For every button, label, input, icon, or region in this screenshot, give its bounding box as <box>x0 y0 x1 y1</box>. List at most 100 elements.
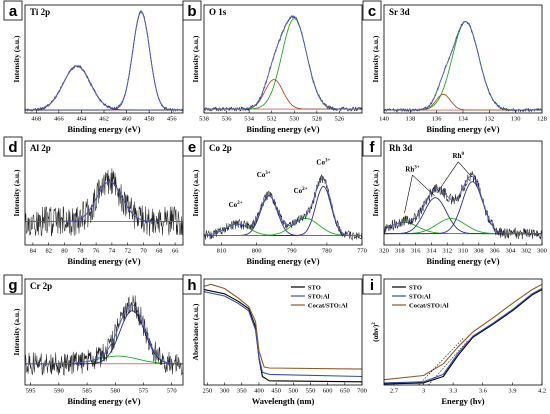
panel-letter-a: a <box>9 3 18 20</box>
panel-letter-box-c <box>362 0 382 21</box>
component-peak-f-1 <box>384 197 542 235</box>
fit-envelope-g <box>25 304 183 365</box>
panel-h: STO STO:Al Cocat/STO:Al 250 300 350 400 450 500 5… <box>182 274 367 406</box>
panel-d: 84 82 80 78 76 74 72 70 68 66 d Al 2p Binding energy… <box>3 136 184 266</box>
panel-letter-box-f <box>362 136 382 157</box>
x-tick-label: 590 <box>54 388 64 395</box>
raw-spectrum-f <box>384 170 542 240</box>
x-tick-label: 320 <box>379 248 389 255</box>
x-tick-label: 304 <box>506 248 517 255</box>
panel-title-a: Ti 2p <box>30 7 50 17</box>
x-axis-label-d: Binding energy (eV) <box>67 256 140 266</box>
x-tick-label: 575 <box>139 388 149 395</box>
panel-letter-box-h <box>182 274 202 295</box>
x-tick-label: 528 <box>312 116 322 123</box>
y-axis-label-c: Intensity (a.u.) <box>371 35 380 82</box>
panel-title-g: Cr 2p <box>30 281 52 291</box>
x-tick-label: 466 <box>54 116 65 123</box>
y-axis-label-f: Intensity (a.u.) <box>371 169 380 216</box>
panel-letter-c: c <box>368 3 376 20</box>
peak-annotation-f-0: Rh3+ <box>405 165 419 173</box>
x-tick-label: 3.6 <box>479 388 488 395</box>
x-tick-label: 350 <box>237 388 247 395</box>
series-line-h-1 <box>204 291 362 378</box>
x-tick-label: 532 <box>267 116 277 123</box>
panel-title-b: O 1s <box>209 7 227 17</box>
y-axis-label-a: Intensity (a.u.) <box>12 35 21 82</box>
x-tick-label: 810 <box>217 248 227 255</box>
x-tick-label: 312 <box>442 248 452 255</box>
fit-envelope-b <box>204 15 362 110</box>
plot-area-e <box>204 174 362 241</box>
panel-b: 538 536 534 532 530 528 526 b O 1s Binding energy… <box>182 0 363 134</box>
legend-label-h-1: STO:Al <box>308 293 330 300</box>
x-tick-label: 4.2 <box>538 388 546 395</box>
tangent-line-1 <box>428 340 469 385</box>
annotation-pointer <box>404 174 413 213</box>
x-tick-label: 458 <box>144 116 154 123</box>
axes-frame-d <box>24 140 184 246</box>
x-tick-label: 600 <box>323 388 333 395</box>
y-axis-label-b: Intensity (a.u.) <box>191 35 200 82</box>
x-tick-label: 128 <box>537 116 547 123</box>
x-tick-label: 300 <box>220 388 230 395</box>
x-tick-label: 462 <box>99 116 109 123</box>
series-line-i-2 <box>384 283 542 381</box>
x-tick-label: 76 <box>93 248 100 255</box>
component-peak-c-0 <box>384 93 542 111</box>
x-tick-label: 585 <box>82 388 92 395</box>
x-tick-label: 780 <box>322 248 332 255</box>
x-tick-label: 530 <box>289 116 299 123</box>
series-line-i-0 <box>384 289 542 385</box>
x-axis-label-c: Binding energy (eV) <box>426 124 499 134</box>
raw-spectrum-c <box>384 20 542 113</box>
x-tick-label: 550 <box>306 388 316 395</box>
x-tick-label: 66 <box>172 248 179 255</box>
x-tick-label: 460 <box>122 116 132 123</box>
x-tick-label: 534 <box>244 116 255 123</box>
plot-area-b <box>204 14 362 112</box>
panel-letter-b: b <box>187 3 196 20</box>
panel-g: 595 590 585 580 575 570 g Cr 2p Binding energy (… <box>3 274 184 406</box>
legend-label-i-1: STO:Al <box>409 293 431 300</box>
x-tick-label: 526 <box>335 116 346 123</box>
axes-frame-e <box>203 140 363 246</box>
x-tick-label: 74 <box>109 248 116 255</box>
y-axis-label-h: Absorbance (a.u.) <box>191 303 200 360</box>
panel-letter-i: i <box>370 277 374 294</box>
x-tick-label: 450 <box>271 388 281 395</box>
y-axis-label-d: Intensity (a.u.) <box>12 169 21 216</box>
x-tick-label: 2.7 <box>390 388 399 395</box>
x-tick-label: 300 <box>537 248 547 255</box>
component-peak-c-1 <box>384 21 542 111</box>
y-axis-label-g: Intensity (a.u.) <box>12 308 21 355</box>
plot-area-f <box>384 170 542 240</box>
panel-letter-e: e <box>188 139 196 156</box>
peak-annotation-e-2: Co2+ <box>294 187 308 195</box>
y-axis-label-e: Intensity (a.u.) <box>191 169 200 216</box>
x-tick-label: 650 <box>340 388 350 395</box>
x-tick-label: 80 <box>61 248 68 255</box>
x-tick-label: 82 <box>45 248 52 255</box>
panel-e: 810 800 790 780 770 e Co 2p Binding energy (eV)… <box>182 136 367 266</box>
plot-area-c <box>384 20 542 113</box>
component-peak-a-1 <box>25 11 183 111</box>
x-tick-label: 306 <box>490 248 501 255</box>
raw-spectrum-d <box>25 168 183 237</box>
x-axis-label-a: Binding energy (eV) <box>67 124 140 134</box>
x-tick-label: 70 <box>140 248 147 255</box>
fit-envelope-f <box>384 175 542 235</box>
component-peak-e-3 <box>204 218 362 236</box>
component-peak-d-0 <box>25 181 183 222</box>
axes-frame-h <box>203 278 363 386</box>
panel-letter-box-g <box>3 274 23 295</box>
x-tick-label: 464 <box>77 116 88 123</box>
legend-label-h-2: Cocat/STO:Al <box>308 302 348 309</box>
panel-letter-d: d <box>8 139 17 156</box>
panel-title-f: Rh 3d <box>389 143 412 153</box>
legend-label-i-2: Cocat/STO:Al <box>409 302 449 309</box>
fit-envelope-c <box>384 21 542 111</box>
x-axis-label-b: Binding energy (eV) <box>246 124 319 134</box>
peak-annotation-e-1: Co3+ <box>257 171 271 179</box>
